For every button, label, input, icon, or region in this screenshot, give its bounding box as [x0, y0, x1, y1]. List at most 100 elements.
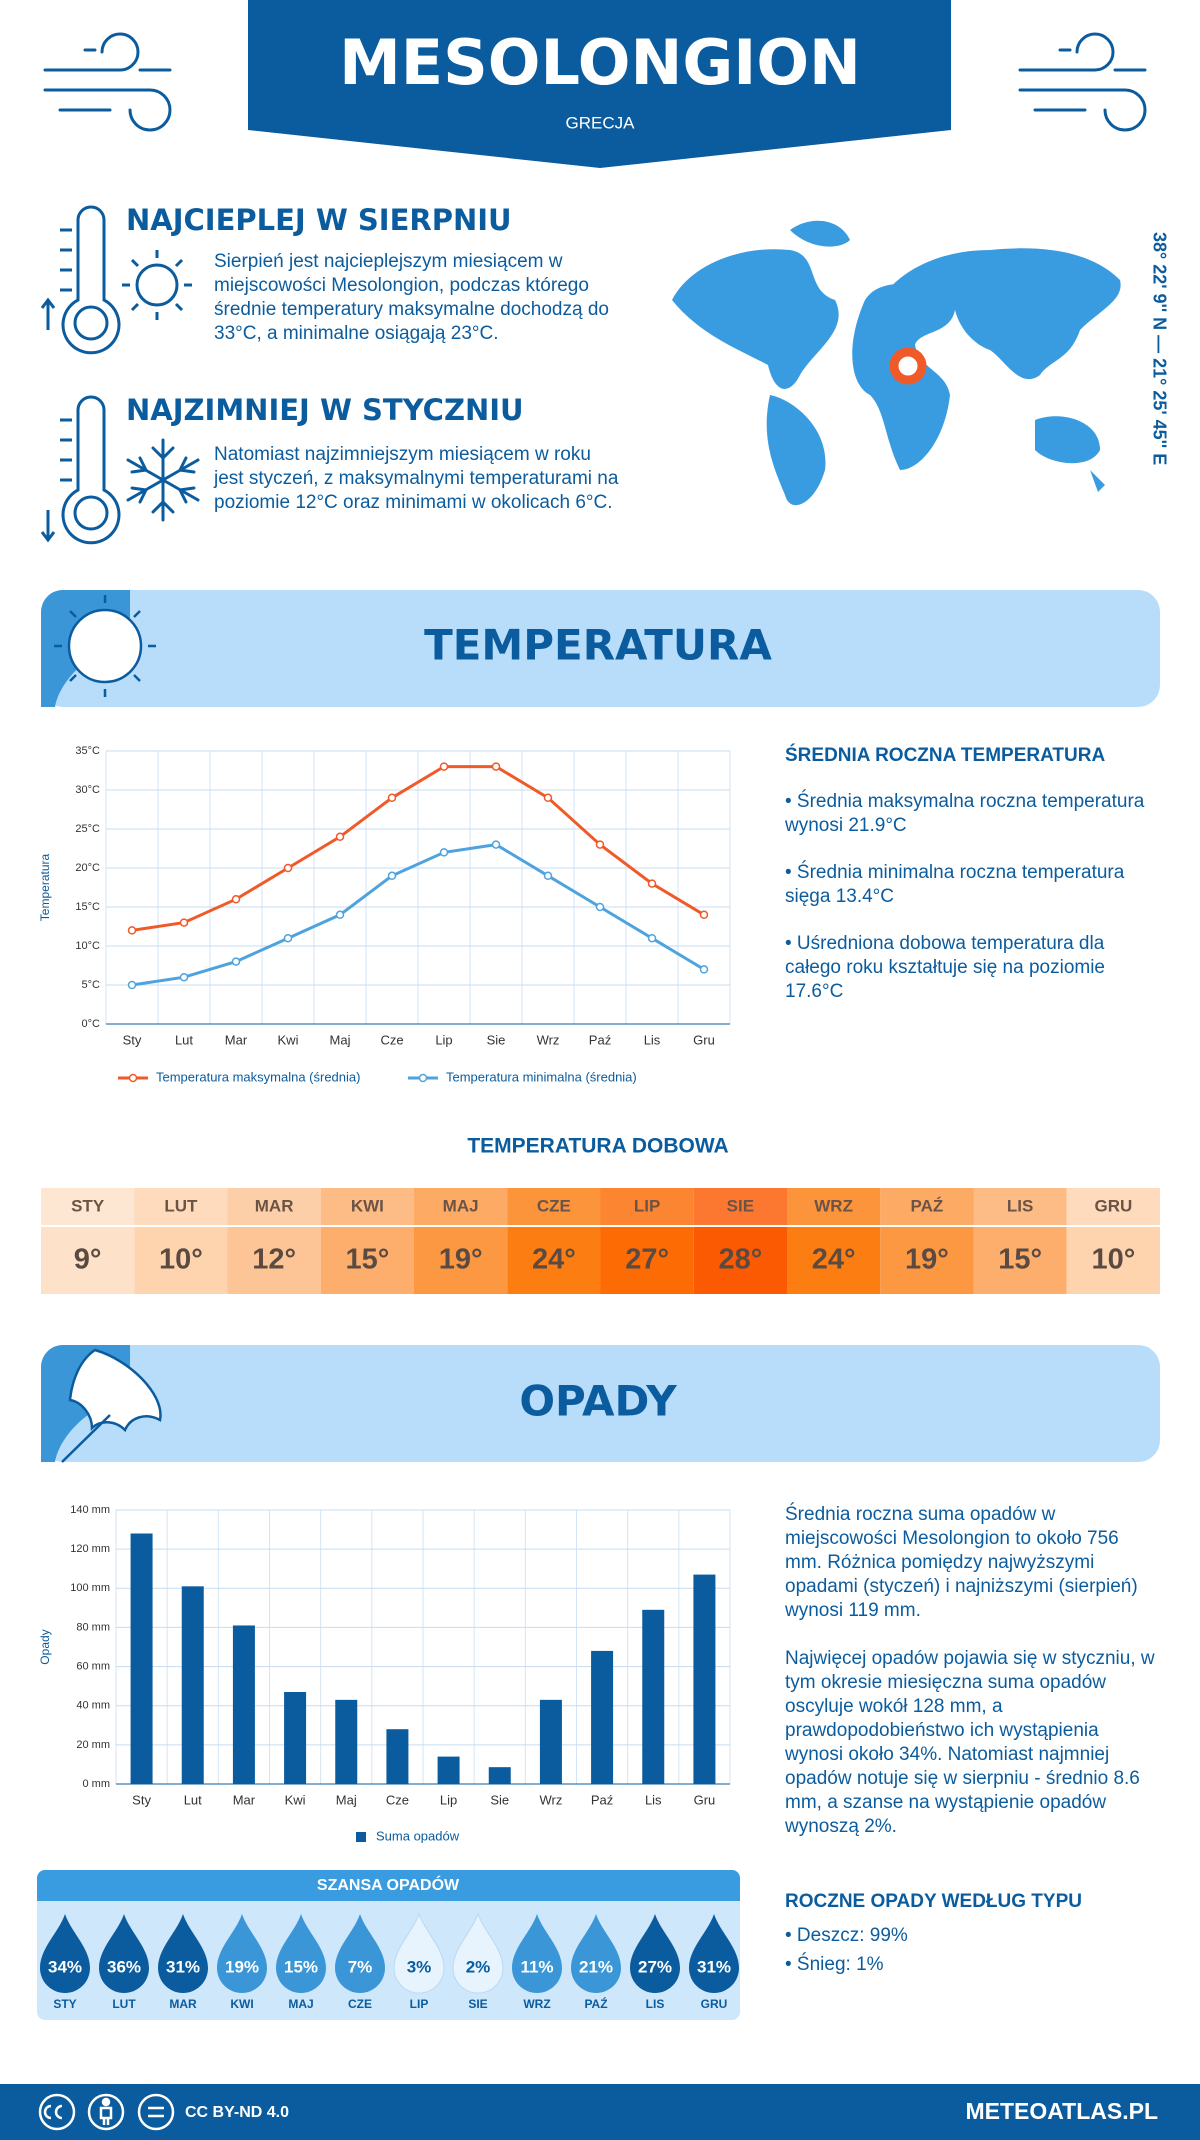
table-header-cell: [600, 1188, 694, 1225]
month-label: LIP: [634, 1196, 660, 1215]
rain-drop: [512, 1914, 562, 1993]
point: [439, 848, 449, 857]
location-marker: [889, 347, 927, 385]
point: [179, 972, 189, 982]
chance-value: 21%: [579, 1957, 613, 1976]
bar: [591, 1650, 614, 1784]
chance-month: LIP: [410, 1997, 429, 2011]
rain-drop: [335, 1914, 385, 1993]
month-label: KWI: [351, 1196, 384, 1215]
rain-drop: [630, 1914, 680, 1993]
license-icons: [38, 2093, 175, 2131]
legend-label: Temperatura minimalna (średnia): [446, 1069, 637, 1084]
point: [491, 762, 501, 771]
temp-value: 15°: [998, 1244, 1042, 1276]
temp-value: 15°: [345, 1244, 389, 1276]
y-tick-label: 30°C: [75, 784, 100, 796]
month-label: STY: [71, 1196, 105, 1215]
temp-value: 12°: [252, 1244, 296, 1276]
rain-drop: [276, 1914, 326, 1993]
table-value-cell: [787, 1227, 881, 1294]
month-label: LIS: [1007, 1196, 1033, 1215]
chance-value: 7%: [348, 1957, 373, 1976]
type-item: • Śnieg: 1%: [785, 1954, 884, 1975]
month-label: CZE: [537, 1196, 571, 1215]
point: [439, 762, 449, 771]
chance-value: 27%: [638, 1957, 672, 1976]
coldest-title: NAJZIMNIEJ W STYCZNIU: [126, 393, 524, 427]
x-tick-label: Lis: [644, 1032, 661, 1047]
point: [179, 918, 189, 927]
summary-bullet: • Uśredniona dobowa temperatura dla całe…: [785, 933, 1106, 1002]
month-label: GRU: [1094, 1196, 1132, 1215]
point: [231, 894, 241, 904]
point: [127, 926, 137, 935]
table-header-cell: [227, 1188, 321, 1225]
x-tick-label: Lut: [184, 1792, 202, 1807]
temp-value: 24°: [812, 1244, 856, 1276]
legend-label: Temperatura maksymalna (średnia): [156, 1069, 360, 1084]
bar: [232, 1625, 255, 1784]
table-value-cell: [414, 1227, 508, 1294]
x-tick-label: Mar: [225, 1032, 248, 1047]
section-banner: [41, 590, 1160, 707]
world-map: [672, 220, 1121, 506]
type-title: ROCZNE OPADY WEDŁUG TYPU: [785, 1891, 1082, 1912]
thermometer-icon: [40, 205, 121, 545]
table-header-cell: [320, 1188, 414, 1225]
temp-value: 24°: [532, 1244, 576, 1276]
legend-point: [128, 1073, 138, 1083]
chance-value: 19%: [225, 1957, 259, 1976]
rain-drop: [99, 1914, 149, 1993]
summary-bullet: • Średnia minimalna roczna temperatura s…: [785, 862, 1125, 907]
section-title: TEMPERATURA: [424, 621, 772, 670]
x-tick-label: Gru: [694, 1792, 716, 1807]
bar: [642, 1609, 665, 1784]
bar: [488, 1767, 511, 1784]
header-tint: [41, 1188, 135, 1225]
line: [131, 765, 705, 932]
x-tick-label: Gru: [693, 1032, 715, 1047]
chance-month: MAJ: [288, 1997, 313, 2011]
point: [543, 871, 553, 881]
sun-icon: [54, 595, 156, 697]
chance-value: 31%: [166, 1957, 200, 1976]
chance-month: CZE: [348, 1997, 372, 2011]
bar: [335, 1699, 358, 1784]
table-value-cell: [600, 1227, 694, 1294]
y-axis-label: Opady: [38, 1629, 52, 1664]
bar: [284, 1692, 307, 1784]
hottest-text: Sierpień jest najcieplejszym miesiącem w…: [214, 251, 609, 344]
point: [283, 863, 293, 873]
x-tick-label: Mar: [233, 1792, 256, 1807]
chance-month: KWI: [230, 1997, 253, 2011]
chance-value: 2%: [466, 1957, 491, 1976]
header-tint: [1066, 1188, 1160, 1225]
x-tick-label: Lip: [435, 1032, 452, 1047]
header-tint: [600, 1188, 694, 1225]
x-tick-label: Kwi: [285, 1792, 306, 1807]
x-tick-label: Sty: [132, 1792, 151, 1807]
y-axis-label: Temperatura: [38, 853, 52, 921]
header-tint: [880, 1188, 974, 1225]
chance-value: 15%: [284, 1957, 318, 1976]
x-tick-label: Lip: [440, 1792, 457, 1807]
temp-value: 19°: [439, 1244, 483, 1276]
point: [283, 933, 293, 943]
x-tick-label: Kwi: [278, 1032, 299, 1047]
point: [231, 957, 241, 966]
point: [543, 793, 553, 803]
temp-value: 27°: [625, 1244, 669, 1276]
chance-month: PAŹ: [584, 1996, 607, 2011]
y-tick-label: 5°C: [82, 979, 101, 991]
legend-label: Suma opadów: [376, 1828, 460, 1843]
table-value-cell: [134, 1227, 228, 1294]
y-tick-label: 120 mm: [70, 1543, 110, 1555]
header-tint: [973, 1188, 1067, 1225]
summary-title: ŚREDNIA ROCZNA TEMPERATURA: [785, 745, 1106, 766]
month-label: WRZ: [814, 1196, 853, 1215]
rain-drop: [217, 1914, 267, 1993]
month-label: MAJ: [443, 1196, 479, 1215]
point: [335, 910, 345, 920]
